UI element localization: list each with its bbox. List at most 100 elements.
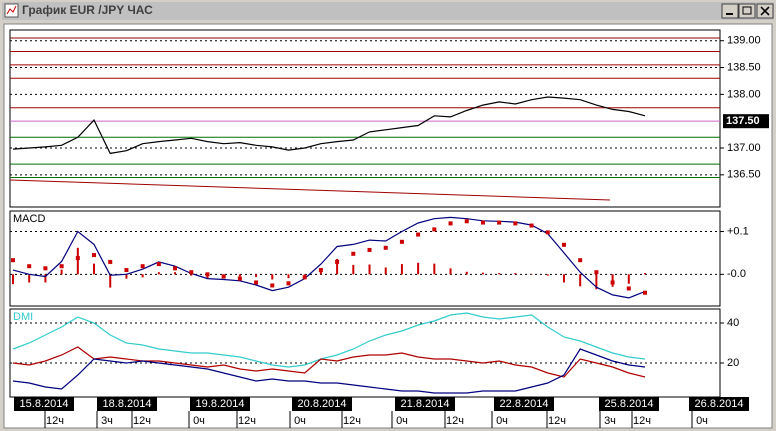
signal-dot: [59, 264, 64, 269]
signal-dot: [351, 251, 356, 256]
close-button[interactable]: [756, 3, 774, 19]
hour-label: 0ч: [696, 415, 708, 427]
hour-label: 12ч: [633, 415, 651, 427]
signal-dot: [124, 268, 129, 273]
app-icon-glyph: [6, 5, 17, 15]
price-panel: [9, 29, 721, 208]
histogram-bar: [562, 274, 565, 283]
signal-dot: [237, 276, 242, 281]
signal-dot: [11, 258, 15, 263]
signal-dot: [286, 281, 291, 286]
signal-dot: [561, 242, 566, 247]
series-line: [12, 312, 646, 368]
histogram-bar: [530, 273, 533, 275]
hour-label: 12ч: [238, 415, 256, 427]
histogram-bar: [352, 264, 355, 275]
date-box: [689, 397, 749, 411]
signal-dot: [140, 264, 145, 269]
date-label: 21.8.2014: [401, 398, 450, 410]
panel-title: MACD: [13, 213, 45, 225]
signal-dot: [205, 272, 210, 277]
signal-dot: [173, 266, 178, 271]
signal-dot: [497, 220, 502, 225]
histogram-bar: [417, 262, 420, 275]
histogram-bar: [157, 272, 160, 275]
hour-label: 12ч: [446, 415, 464, 427]
signal-dot: [626, 286, 631, 291]
maximize-button[interactable]: [738, 3, 756, 19]
series-line: [12, 346, 646, 378]
panel-title: DMI: [13, 311, 33, 323]
signal-dot: [270, 283, 275, 288]
histogram-bar: [206, 274, 209, 279]
signal-dot: [92, 253, 97, 258]
window-title: График EUR /JPY ЧАС: [22, 3, 153, 17]
histogram-bar: [44, 274, 47, 283]
signal-dot: [513, 221, 518, 226]
hour-label: 0ч: [294, 415, 306, 427]
signal-dot: [383, 245, 388, 250]
signal-dot: [156, 262, 161, 267]
signal-dot: [189, 270, 194, 275]
date-box: [292, 397, 352, 411]
signal-dot: [529, 223, 534, 228]
hour-label: 12ч: [46, 415, 64, 427]
hour-label: 12ч: [133, 415, 151, 427]
histogram-bar: [12, 274, 14, 285]
histogram-bar: [644, 273, 646, 275]
date-label: 18.8.2014: [103, 398, 152, 410]
chart-area: [3, 23, 773, 429]
title-bar: [2, 2, 774, 20]
histogram-bar: [384, 267, 387, 275]
histogram-bar: [76, 247, 79, 275]
hour-label: 12ч: [343, 415, 361, 427]
hour-label: 12ч: [548, 415, 566, 427]
histogram-bar: [109, 274, 112, 288]
signal-dot: [448, 221, 453, 226]
histogram-bar: [336, 258, 339, 275]
histogram-bar: [238, 274, 241, 277]
signal-dot: [416, 232, 421, 237]
histogram-bar: [125, 274, 128, 279]
date-box: [14, 397, 74, 411]
date-label: 15.8.2014: [20, 398, 69, 410]
y-tick-label: 138.00: [727, 88, 761, 100]
signal-dot: [432, 227, 437, 232]
y-tick-label: 139.00: [727, 35, 761, 47]
date-label: 22.8.2014: [500, 398, 549, 410]
minimize-button[interactable]: [721, 3, 739, 19]
y-tick-label: +0.1: [727, 225, 749, 237]
signal-dot: [318, 268, 323, 273]
histogram-bar: [579, 274, 582, 287]
signal-dot: [643, 290, 647, 295]
y-tick-label: 40: [727, 317, 739, 329]
histogram-bar: [481, 272, 484, 275]
trend-line: [9, 179, 611, 201]
date-box: [395, 397, 455, 411]
signal-dot: [254, 280, 259, 285]
histogram-bar: [433, 263, 436, 275]
last-price-box: [723, 114, 769, 129]
histogram-bar: [498, 273, 501, 275]
histogram-bar: [190, 274, 193, 276]
date-label: 26.8.2014: [695, 398, 744, 410]
histogram-bar: [595, 274, 598, 290]
signal-dot: [464, 219, 469, 224]
date-label: 19.8.2014: [196, 398, 245, 410]
hour-label: 0ч: [396, 415, 408, 427]
signal-dot: [108, 259, 113, 264]
y-tick-label: 136.50: [727, 169, 761, 181]
histogram-bar: [287, 274, 290, 279]
date-label: 25.8.2014: [605, 398, 654, 410]
signal-dot: [545, 230, 550, 235]
hour-label: 3ч: [604, 415, 616, 427]
histogram-bar: [255, 274, 258, 277]
signal-dot: [610, 280, 615, 285]
histogram-bar: [449, 268, 452, 275]
y-tick-label: 20: [727, 357, 739, 369]
histogram-bar: [465, 271, 468, 275]
macd-panel: [9, 210, 721, 307]
histogram-bar: [28, 274, 31, 283]
histogram-bar: [546, 274, 549, 276]
